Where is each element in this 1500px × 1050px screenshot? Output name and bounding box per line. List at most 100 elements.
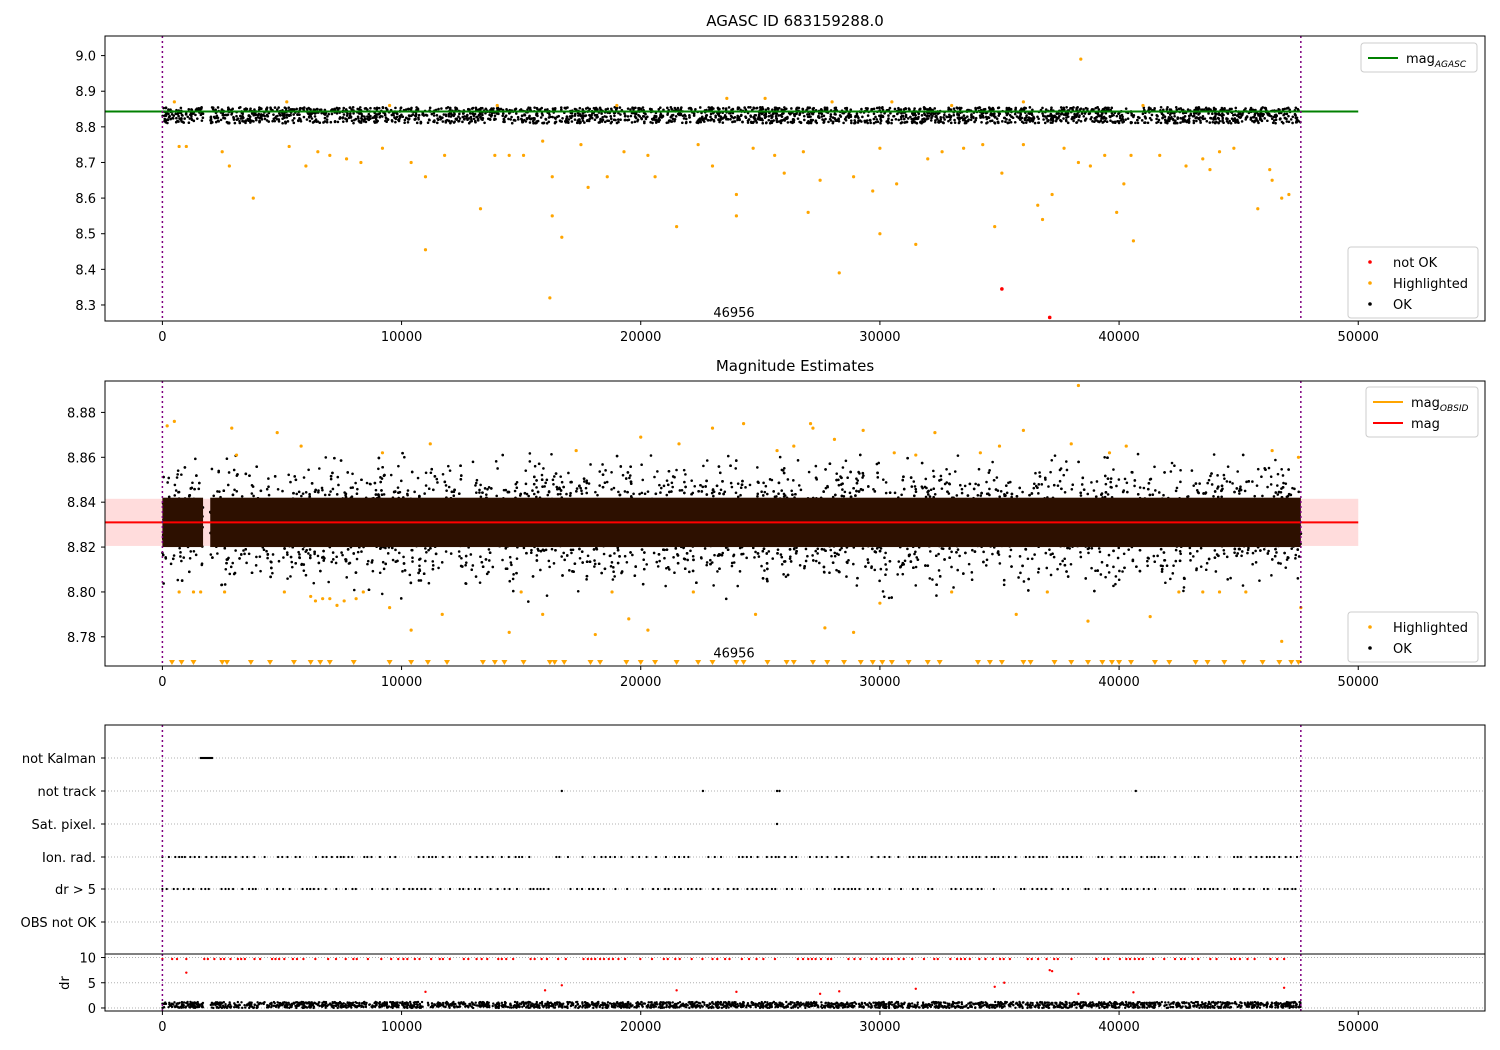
ok-point <box>1073 112 1076 116</box>
ok-point <box>1192 121 1196 125</box>
ok-point <box>974 106 977 110</box>
legend-box <box>1360 42 1478 73</box>
ok-point <box>1049 112 1053 116</box>
ok-point <box>841 488 844 491</box>
ok-point <box>447 119 451 122</box>
ok-point <box>174 489 178 492</box>
ok-point <box>1117 546 1121 550</box>
ok-point <box>236 117 240 120</box>
ok-point <box>243 120 247 123</box>
highlighted-point <box>696 143 700 147</box>
ok-point <box>609 117 613 121</box>
ok-point <box>911 119 915 123</box>
ok-point <box>567 118 571 121</box>
ok-point <box>786 116 789 120</box>
ok-point <box>548 113 551 116</box>
ok-point <box>417 113 421 117</box>
highlighted-point <box>495 103 499 108</box>
ok-point <box>1222 552 1226 555</box>
ok-point <box>964 119 967 123</box>
ok-point <box>899 121 903 125</box>
ok-point <box>937 121 941 124</box>
ok-point <box>248 115 252 119</box>
ok-point <box>1022 121 1025 125</box>
ok-point <box>355 557 359 561</box>
ok-point <box>640 463 643 467</box>
ok-point <box>947 119 950 123</box>
ok-point <box>1212 495 1215 498</box>
ok-point <box>1049 118 1053 122</box>
ok-point <box>1049 121 1053 124</box>
ok-point <box>1118 569 1121 573</box>
ok-point <box>470 107 474 110</box>
ok-point <box>326 115 329 118</box>
ok-point <box>1023 106 1026 110</box>
ok-point <box>611 578 615 581</box>
ok-point <box>493 118 496 122</box>
ok-point <box>1056 567 1059 571</box>
ok-point <box>379 114 383 118</box>
ok-point <box>993 112 996 116</box>
ok-point <box>1041 114 1045 118</box>
ok-point <box>679 113 682 117</box>
plot-area <box>105 381 1359 666</box>
ok-point <box>463 118 466 121</box>
ok-point <box>1104 111 1108 115</box>
ok-point <box>1060 112 1064 115</box>
highlighted-point <box>878 232 882 236</box>
ok-point <box>481 106 484 110</box>
ok-point <box>670 120 674 123</box>
highlighted-point <box>493 153 497 157</box>
y-tick-label: 8.8 <box>75 121 96 136</box>
ok-point <box>568 494 572 497</box>
ok-point <box>595 116 598 119</box>
ok-point <box>167 108 170 111</box>
ok-point <box>1005 117 1008 121</box>
ok-point <box>448 112 451 115</box>
legend-box <box>1347 246 1479 319</box>
highlighted-point <box>851 175 856 179</box>
ok-point <box>502 118 506 121</box>
ok-point <box>1144 117 1147 120</box>
ok-point <box>351 106 355 109</box>
highlighted-point <box>914 242 918 247</box>
ok-point <box>717 113 721 117</box>
highlighted-point <box>1158 153 1162 157</box>
highlighted-point <box>359 160 363 165</box>
ok-point <box>1008 118 1011 122</box>
ok-point <box>820 115 824 118</box>
panel-frame <box>104 35 1486 322</box>
ok-point <box>1233 113 1237 117</box>
ok-point <box>415 121 419 125</box>
ok-point <box>633 120 637 124</box>
ok-point <box>1045 117 1048 120</box>
ok-point <box>779 121 783 125</box>
ok-point <box>1244 118 1248 121</box>
ok-point <box>349 115 353 119</box>
ok-point <box>935 116 938 119</box>
x-tick-label: 10000 <box>381 330 422 345</box>
ok-point <box>811 112 815 116</box>
ok-point <box>430 112 434 116</box>
x-tick-label: 0 <box>158 330 166 345</box>
ok-point <box>1165 107 1169 111</box>
ok-point <box>941 121 945 124</box>
ok-point <box>536 107 539 111</box>
ok-point <box>1160 112 1164 116</box>
ok-point <box>1245 480 1248 484</box>
ok-point <box>435 114 439 117</box>
ok-point <box>232 468 236 472</box>
ok-point <box>1185 120 1188 123</box>
ok-point <box>321 488 324 492</box>
ok-point <box>313 552 316 556</box>
ok-point <box>587 119 591 123</box>
ok-point <box>783 119 787 122</box>
ok-point <box>322 121 325 124</box>
ok-point <box>1283 112 1286 116</box>
ok-point <box>1050 106 1053 110</box>
ok-point <box>474 106 478 110</box>
ok-point <box>705 114 709 117</box>
ok-point <box>540 106 544 110</box>
ok-point <box>435 121 439 125</box>
ok-point <box>926 117 930 120</box>
